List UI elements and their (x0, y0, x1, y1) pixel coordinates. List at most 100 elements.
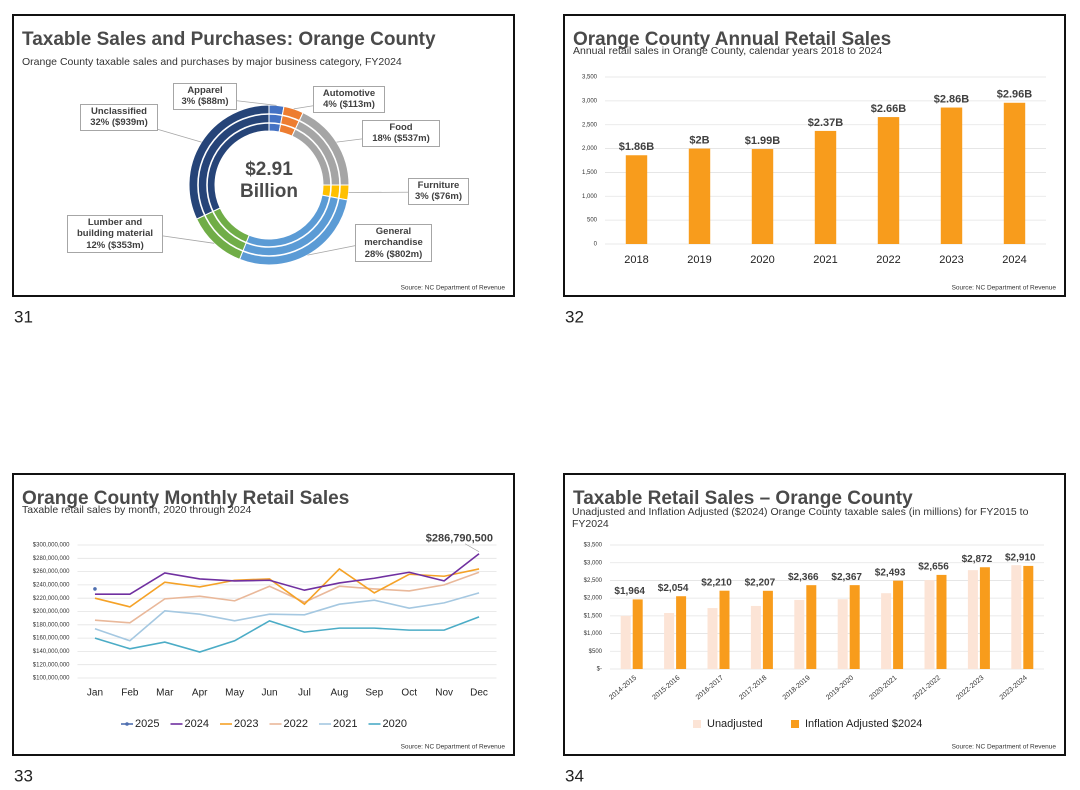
data-label: Furniture 3% ($76m) (408, 178, 469, 205)
value-label: $2.96B (997, 89, 1033, 101)
x-tick-label: 2018 (624, 254, 648, 266)
y-tick-label: $180,000,000 (33, 622, 70, 628)
ring-divider (206, 122, 332, 248)
chart-title: Orange County Monthly Retail Sales (22, 488, 349, 509)
bar (625, 155, 648, 244)
x-tick-label: May (225, 688, 244, 699)
subtitle-box: Unadjusted and Inflation Adjusted ($2024… (572, 506, 1028, 530)
category-label: Apparel (187, 85, 223, 96)
slide-number: 33 (14, 766, 33, 785)
value-label: 12% ($353m) (86, 239, 144, 251)
value-label: 18% ($537m) (372, 133, 430, 145)
chart-panel: Taxable Retail Sales – Orange CountyUnad… (563, 473, 1066, 756)
source-note: Source: NC Department of Revenue (401, 285, 506, 292)
slide-number: 32 (565, 307, 584, 326)
line-series (94, 553, 480, 596)
ring-divider (197, 113, 341, 257)
y-tick-label: 0 (594, 242, 598, 248)
chart-panel: Taxable Sales and Purchases: Orange Coun… (12, 14, 515, 297)
chart-panel: Orange County Monthly Retail SalesTaxabl… (12, 473, 515, 756)
center-label-box: $2.91 Billion (239, 159, 299, 202)
value-label: $286,790,500 (426, 533, 493, 545)
chart-title: Orange County Annual Retail Sales (573, 29, 891, 50)
bar (1003, 102, 1026, 244)
x-tick-label: Nov (435, 688, 453, 699)
x-tick-label: 2019 (687, 254, 711, 266)
bar (1023, 565, 1034, 669)
y-tick-label: $280,000,000 (33, 556, 70, 562)
category-label: General merchandise (364, 226, 423, 249)
x-tick-label: Apr (192, 688, 208, 699)
category-label: Unclassified (91, 106, 147, 117)
data-label: Unclassified 32% ($939m) (80, 104, 158, 131)
line-series (94, 592, 480, 642)
y-tick-label: $2,500 (584, 578, 603, 584)
y-tick-label: $2,000 (584, 596, 603, 602)
bar (676, 596, 687, 669)
y-tick-label: $3,500 (584, 543, 603, 549)
y-tick-label: $200,000,000 (33, 609, 70, 615)
bar (707, 608, 718, 669)
chart-title: Taxable Retail Sales – Orange County (573, 488, 913, 509)
line-series (94, 571, 480, 624)
center-label: $2.91 Billion (239, 159, 299, 202)
bar (881, 593, 892, 669)
bar (967, 570, 978, 669)
value-label: 28% ($802m) (364, 248, 423, 260)
source-note: Source: NC Department of Revenue (952, 285, 1057, 292)
bar (1011, 565, 1022, 669)
category-label: Lumber and building material (76, 217, 153, 240)
chart-title: Taxable Sales and Purchases: Orange Coun… (22, 29, 436, 50)
y-tick-label: $100,000,000 (33, 676, 70, 682)
y-tick-label: $- (597, 667, 602, 673)
value-label: $2B (689, 134, 709, 146)
bar (632, 599, 643, 669)
y-tick-label: $260,000,000 (33, 569, 70, 575)
bar (837, 599, 848, 669)
y-tick-label: 3,000 (582, 98, 598, 104)
x-tick-label: Feb (121, 688, 139, 699)
bar (750, 605, 761, 669)
bar (924, 580, 935, 669)
x-tick-label: 2021 (813, 254, 837, 266)
data-label: General merchandise 28% ($802m) (355, 224, 432, 263)
y-tick-label: $3,000 (584, 560, 603, 566)
line-series (94, 616, 480, 653)
legend-swatch (693, 720, 701, 728)
bar (751, 149, 774, 244)
value-label: $2,872 (962, 554, 993, 565)
x-tick-label: Jun (261, 688, 277, 699)
value-label: $1.86B (619, 141, 655, 153)
category-label: Furniture (417, 180, 460, 191)
y-tick-label: 3,500 (582, 75, 598, 81)
y-tick-label: $240,000,000 (33, 582, 70, 588)
x-tick-label: 2024 (1002, 254, 1026, 266)
bar (688, 148, 711, 244)
x-tick-label: 2023 (939, 254, 963, 266)
bar (806, 585, 817, 669)
legend-label: 2023 (234, 718, 258, 730)
value-label: $2,493 (875, 567, 906, 578)
value-label: $2,656 (918, 562, 949, 573)
y-tick-label: 2,500 (582, 122, 598, 128)
bar (940, 107, 963, 244)
donut-slice (188, 104, 270, 220)
legend-label: 2024 (185, 718, 209, 730)
y-tick-label: 1,000 (582, 194, 598, 200)
bar (794, 599, 805, 669)
y-tick-label: 500 (587, 218, 598, 224)
bar (762, 590, 773, 669)
bar (664, 613, 675, 669)
x-tick-label: Jan (87, 688, 103, 699)
value-label: $2,207 (745, 577, 776, 588)
value-label: $2,210 (701, 577, 732, 588)
bar (893, 580, 904, 669)
value-label: $2.86B (934, 93, 970, 105)
y-tick-label: $160,000,000 (33, 636, 70, 642)
